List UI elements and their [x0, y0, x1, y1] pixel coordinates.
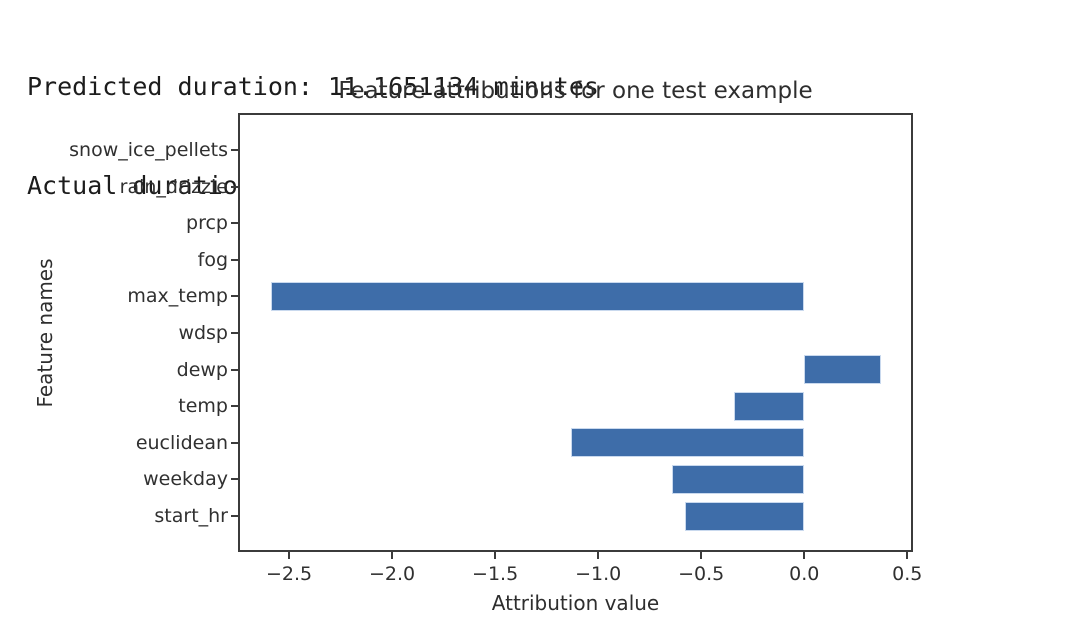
y-tick-label-max_temp: max_temp [127, 285, 228, 308]
y-tick-mark [231, 222, 238, 225]
y-tick-label-snow_ice_pellets: snow_ice_pellets [69, 139, 228, 161]
y-tick-mark [231, 515, 238, 517]
x-tick-label: −1.5 [472, 563, 519, 585]
plot-area [231, 113, 913, 559]
x-tick-label: −0.5 [678, 563, 725, 585]
y-tick-label-fog: fog [197, 248, 228, 271]
bar-start_hr [684, 501, 805, 531]
y-tick-mark [231, 478, 238, 481]
x-tick-mark [597, 552, 600, 559]
x-tick-mark [288, 552, 291, 559]
bar-weekday [672, 464, 805, 494]
y-tick-label-weekday: weekday [143, 468, 228, 491]
x-tick-label: 0.5 [892, 563, 923, 585]
x-tick-mark [906, 552, 909, 559]
bar-dewp [804, 355, 881, 385]
y-tick-mark [231, 185, 238, 188]
predicted-duration-text: Predicted duration: 11.1651134 minutes [27, 72, 599, 101]
y-tick-mark [231, 368, 238, 371]
bar-euclidean [571, 428, 805, 458]
y-tick-mark [231, 295, 238, 298]
y-tick-label-wdsp: wdsp [178, 322, 228, 344]
y-tick-label-rain_drizzle: rain_drizzle [119, 175, 228, 198]
x-tick-label: −2.0 [369, 563, 416, 585]
x-tick-label: 0.0 [789, 563, 820, 585]
x-tick-mark [700, 552, 703, 559]
bar-temp [734, 391, 805, 421]
y-tick-label-euclidean: euclidean [135, 431, 228, 454]
x-axis-label: Attribution value [491, 591, 660, 615]
y-tick-label-dewp: dewp [176, 358, 228, 381]
y-tick-label-start_hr: start_hr [154, 505, 228, 527]
y-tick-label-temp: temp [178, 395, 228, 418]
y-tick-mark [231, 149, 238, 151]
y-tick-mark [231, 332, 238, 334]
y-tick-mark [231, 405, 238, 408]
y-tick-mark [231, 441, 238, 444]
bar-max_temp [270, 281, 805, 311]
x-tick-mark [494, 552, 497, 559]
x-tick-mark [803, 552, 806, 559]
x-tick-label: −2.5 [265, 563, 313, 585]
x-tick-mark [391, 552, 394, 559]
chart-title: Feature attributions for one test exampl… [338, 78, 813, 104]
y-tick-label-prcp: prcp [186, 212, 228, 235]
y-tick-mark [231, 258, 238, 261]
x-tick-label: −1.0 [575, 563, 622, 585]
